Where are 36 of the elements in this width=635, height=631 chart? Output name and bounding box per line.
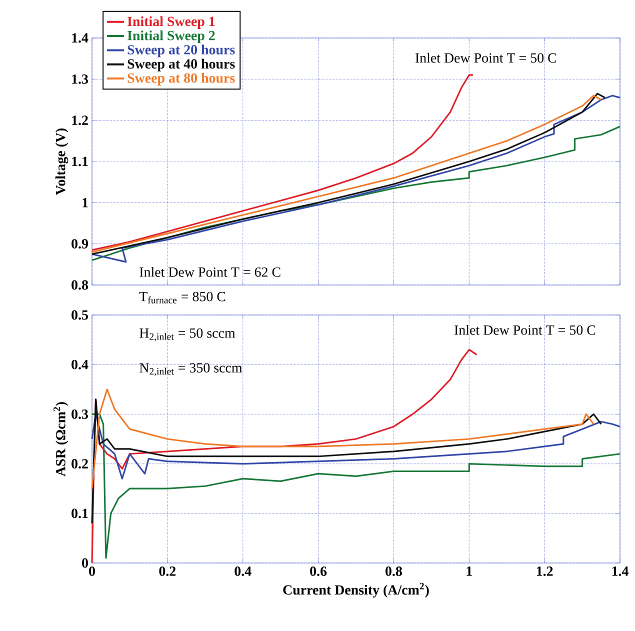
annotation: N$_{2,inlet}$ = 350 sccm (140, 363, 242, 376)
x-axis-title: Current Density (A/cm$^{2}$) (283, 582, 429, 598)
x-tick-label: 1.4 (612, 566, 628, 576)
y-axis-title: ASR (Ωcm$^{2}$) (54, 402, 68, 476)
text: T$_{furnace}$ = 850 C (139, 292, 226, 304)
y-tick-label: 0.3 (72, 409, 88, 419)
y-tick-label: 0.1 (72, 508, 88, 518)
y-tick-label: 1.4 (72, 33, 88, 43)
y-tick-label: 0.5 (72, 310, 88, 320)
annotation: Inlet Dew Point T = 62 C (140, 266, 280, 277)
line-series (91, 388, 594, 490)
annotation: Inlet Dew Point T = 50 C (415, 52, 556, 63)
legend-label: Sweep at 20 hours (128, 44, 235, 58)
x-tick-label: 0.8 (386, 566, 402, 576)
annotation: H$_{2,inlet}$ = 50 sccm (140, 328, 236, 342)
x-tick-label: 0.4 (234, 566, 252, 576)
y-axis-title: Voltage (V) (55, 128, 68, 195)
x-tick-label: 0.6 (310, 566, 327, 576)
legend-label: Initial Sweep 1 (128, 16, 215, 29)
x-tick-label: 0 (89, 566, 95, 576)
annotation: Inlet Dew Point T = 50 C (454, 324, 596, 335)
x-tick-label: 1.2 (536, 566, 553, 576)
y-tick-label: 1.1 (72, 156, 88, 166)
y-tick-label: 0.2 (72, 459, 88, 469)
y-tick-label: 0.9 (72, 239, 88, 249)
y-tick-label: 1 (82, 198, 88, 208)
y-tick-label: 0.8 (72, 280, 88, 290)
y-tick-label: 1.2 (72, 116, 88, 126)
x-tick-label: 0.2 (159, 566, 176, 576)
y-tick-label: 1.3 (72, 74, 88, 84)
y-tick-label: 0.4 (72, 360, 88, 370)
x-tick-label: 1 (466, 566, 472, 576)
legend-label: Initial Sweep 2 (128, 30, 215, 44)
y-tick-label: 0 (82, 558, 88, 568)
legend-label: Sweep at 40 hours (128, 58, 235, 72)
legend-label: Sweep at 80 hours (128, 72, 235, 86)
